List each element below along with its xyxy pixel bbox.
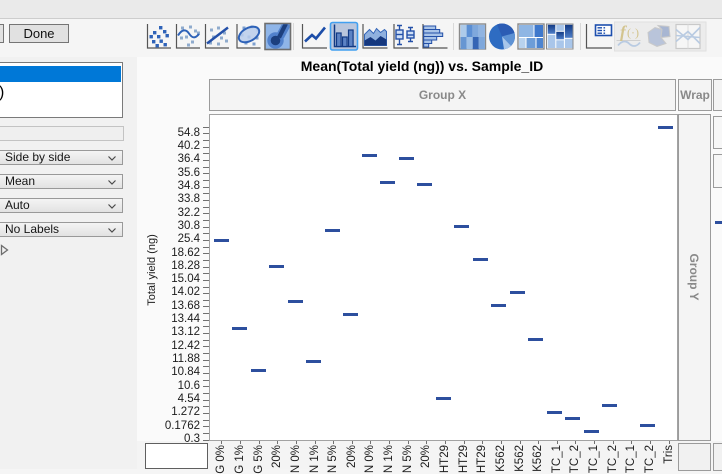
svg-text:(·): (·) (627, 26, 639, 40)
svg-text:f: f (620, 23, 628, 42)
